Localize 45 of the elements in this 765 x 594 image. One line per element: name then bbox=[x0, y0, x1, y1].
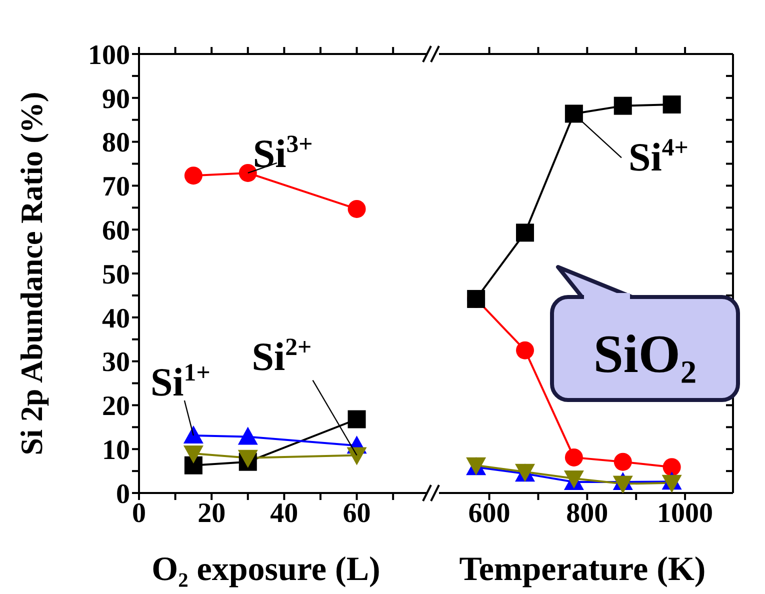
y-tick-label: 50 bbox=[102, 259, 130, 290]
point bbox=[184, 456, 202, 474]
y-tick-label: 70 bbox=[102, 172, 130, 203]
point bbox=[516, 341, 534, 360]
point bbox=[662, 474, 682, 493]
point bbox=[348, 200, 366, 218]
point bbox=[614, 452, 632, 471]
point bbox=[346, 447, 367, 466]
y-tick-label: 0 bbox=[116, 478, 130, 510]
annotation: SiO₂ bbox=[593, 324, 697, 384]
x-tick-label: 60 bbox=[342, 498, 371, 529]
point bbox=[662, 95, 681, 114]
annotation: Si$^{3+}$ bbox=[252, 130, 313, 176]
y-tick-label: 40 bbox=[102, 303, 130, 334]
point bbox=[564, 104, 583, 123]
y-tick-label: 10 bbox=[102, 435, 130, 466]
point bbox=[662, 458, 681, 476]
point bbox=[564, 448, 583, 466]
point bbox=[183, 425, 204, 444]
y-tick-label: 60 bbox=[102, 216, 130, 247]
annotation: Si$^{2+}$ bbox=[252, 334, 312, 380]
x-tick-label: 600 bbox=[468, 498, 510, 529]
y-tick-label: 20 bbox=[102, 391, 130, 422]
x-axis-title: Temperature (K) bbox=[459, 551, 706, 588]
annotation: Si$^{1+}$ bbox=[150, 358, 210, 404]
point bbox=[614, 96, 632, 115]
point bbox=[516, 224, 534, 242]
point bbox=[348, 410, 366, 428]
x-axis-title: O₂ exposure (L) bbox=[152, 551, 380, 588]
x-tick-label: 800 bbox=[566, 498, 608, 529]
y-tick-label: 90 bbox=[102, 84, 130, 115]
point bbox=[238, 450, 258, 468]
x-tick-label: 20 bbox=[198, 498, 226, 529]
point bbox=[183, 445, 204, 464]
point bbox=[238, 164, 257, 182]
x-tick-label: 1000 bbox=[657, 498, 714, 529]
x-tick-label: 40 bbox=[270, 498, 298, 529]
point bbox=[612, 476, 633, 493]
y-tick-label: 30 bbox=[102, 347, 130, 378]
point bbox=[184, 166, 202, 185]
y-axis-title: Si 2p Abundance Ratio (%) bbox=[14, 92, 49, 456]
point bbox=[238, 426, 258, 445]
annotation: Si$^{4+}$ bbox=[628, 134, 688, 180]
y-tick-label: 80 bbox=[102, 128, 130, 159]
y-tick-label: 100 bbox=[88, 40, 130, 71]
